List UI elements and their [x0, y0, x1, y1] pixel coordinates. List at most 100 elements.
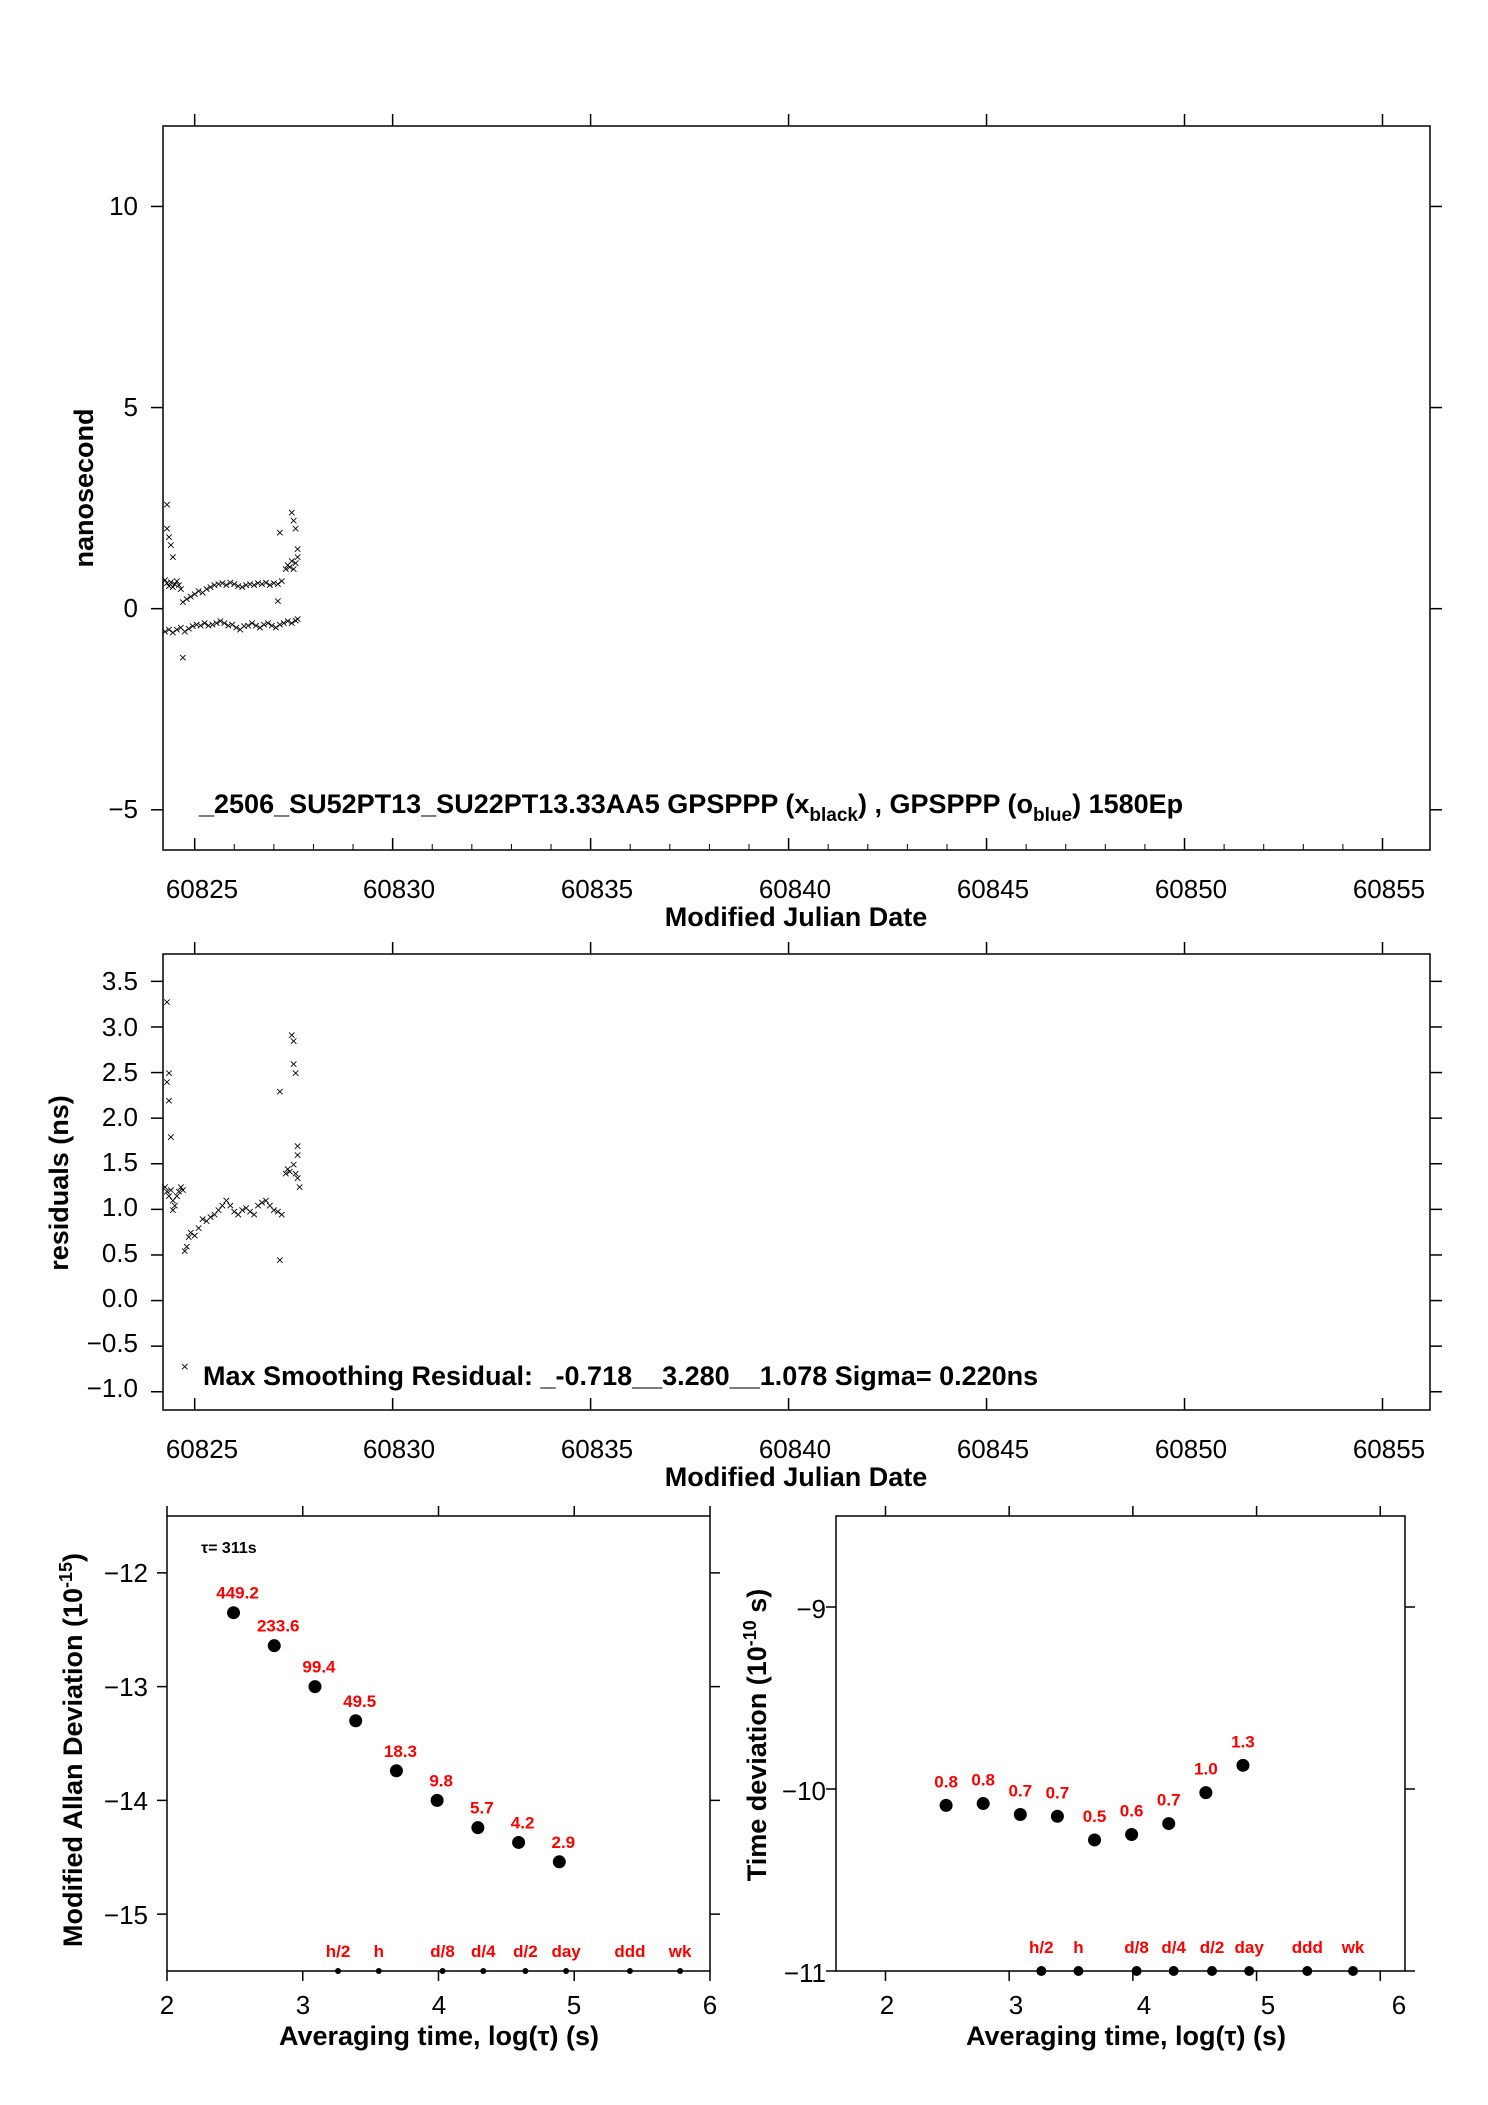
mdev-time-mark-label: d/8 [430, 1942, 455, 1961]
tdev-time-mark-label: d/4 [1161, 1938, 1186, 1957]
phase-y-tick-label: −5 [108, 794, 138, 824]
phase-point-black: × [178, 651, 187, 664]
phase-point-blue: × [200, 617, 209, 630]
phase-point-black: × [242, 579, 251, 592]
phase-point-blue: × [184, 622, 193, 635]
phase-y-tick-labels: −5 0 5 10 [108, 191, 138, 824]
residuals-x-tick-label: 60830 [363, 1434, 435, 1464]
residual-point: × [170, 1199, 179, 1212]
tdev-point-label: 0.7 [1157, 1791, 1181, 1810]
mdev-time-mark [563, 1968, 570, 1974]
phase-point-black: × [253, 577, 262, 590]
tdev-time-mark-label: h [1073, 1938, 1083, 1957]
residual-point: × [180, 1360, 189, 1373]
mdev-x-axis-title: Averaging time, log(τ) (s) [279, 2021, 599, 2051]
phase-point-blue: × [188, 620, 197, 633]
phase-point-black: × [168, 581, 177, 594]
tdev-time-mark-label: d/8 [1124, 1938, 1149, 1957]
phase-point-blue: × [279, 617, 288, 630]
mdev-point [471, 1821, 485, 1835]
residual-point: × [289, 1035, 298, 1048]
phase-point-blue: × [255, 621, 264, 634]
residual-point: × [166, 1130, 175, 1143]
residuals-data-points: ××××××××××××××××××××××××××××××××××××××××… [160, 995, 304, 1373]
residual-point: × [226, 1199, 235, 1212]
tdev-point [1199, 1786, 1213, 1800]
residual-point: × [172, 1190, 181, 1203]
residual-point: × [291, 1167, 300, 1180]
tdev-x-tick-label: 3 [1009, 1990, 1023, 2020]
phase-point-black: × [291, 556, 300, 569]
tdev-time-mark-label: wk [1341, 1938, 1365, 1957]
residual-point: × [287, 1028, 296, 1041]
mdev-point-label: 4.2 [511, 1813, 535, 1832]
residual-point: × [164, 1067, 173, 1080]
mdev-x-tick-label: 6 [703, 1990, 717, 2020]
mdev-time-mark [626, 1968, 633, 1974]
mdev-panel: 2 3 4 5 6 −12 −13 −14 −15 Averaging time… [56, 1506, 720, 2051]
mdev-y-tick-label: −12 [104, 1558, 148, 1588]
phase-point-blue: × [236, 623, 245, 636]
residuals-axis-ticks [151, 942, 1442, 1410]
tdev-time-mark [1073, 1966, 1084, 1976]
mdev-time-mark [677, 1968, 684, 1974]
phase-point-black: × [202, 583, 211, 596]
phase-point-black: × [289, 514, 298, 527]
phase-point-black: × [164, 579, 173, 592]
residuals-y-tick-label: 0.0 [102, 1283, 138, 1313]
phase-point-blue: × [216, 615, 225, 628]
phase-point-black: × [186, 590, 195, 603]
tdev-y-tick-labels: −9 −10 −11 [782, 1594, 826, 1988]
residual-point: × [242, 1202, 251, 1215]
tdev-y-tick-label: −9 [796, 1594, 826, 1624]
tdev-point-label: 1.3 [1231, 1732, 1255, 1751]
phase-x-tick-label: 60840 [759, 874, 831, 904]
mdev-time-mark-label: h/2 [326, 1942, 351, 1961]
phase-point-blue: × [247, 617, 256, 630]
phase-point-black: × [269, 577, 278, 590]
tdev-point [1125, 1828, 1139, 1841]
phase-point-blue: × [208, 618, 217, 631]
residuals-y-tick-label: 2.0 [102, 1102, 138, 1132]
residuals-x-tick-label: 60840 [759, 1434, 831, 1464]
tdev-time-mark [1168, 1966, 1179, 1976]
tdev-point [939, 1798, 953, 1812]
residual-point: × [295, 1181, 304, 1194]
tdev-y-tick-label: −11 [784, 1958, 826, 1988]
residuals-y-tick-labels: −1.0 −0.5 0.0 0.5 1.0 1.5 2.0 2.5 3.0 3.… [87, 966, 138, 1403]
residual-point: × [293, 1171, 302, 1184]
phase-point-blue: × [160, 625, 169, 638]
tdev-x-tick-labels: 2 3 4 5 6 [880, 1990, 1406, 2020]
phase-point-black: × [172, 575, 181, 588]
phase-point-black: × [289, 562, 298, 575]
mdev-x-tick-labels: 2 3 4 5 6 [160, 1990, 717, 2020]
phase-x-tick-labels: 60825 60830 60835 60840 60845 60850 6085… [166, 874, 1425, 904]
phase-x-tick-label: 60850 [1155, 874, 1227, 904]
tdev-time-mark [1131, 1966, 1142, 1976]
residual-point: × [275, 1085, 284, 1098]
phase-point-black: × [206, 581, 215, 594]
residual-point: × [245, 1205, 254, 1218]
tdev-y-axis-title: Time deviation (10-10 s) [740, 1589, 772, 1882]
phase-point-black: × [174, 579, 183, 592]
tdev-point-label: 0.7 [1046, 1783, 1070, 1802]
phase-point-blue: × [244, 619, 253, 632]
phase-point-black: × [230, 578, 239, 591]
mdev-time-mark-label: day [551, 1942, 581, 1961]
residual-point: × [168, 1203, 177, 1216]
tdev-x-tick-label: 5 [1261, 1990, 1275, 2020]
mdev-y-tick-label: −14 [104, 1786, 148, 1816]
phase-point-black: × [285, 560, 294, 573]
mdev-point [227, 1606, 241, 1620]
phase-point-blue: × [271, 621, 280, 634]
tdev-time-marks: h/2 h d/8 d/4 d/2 day ddd wk [1029, 1938, 1365, 1976]
phase-point-black: × [166, 538, 175, 551]
phase-point-black: × [277, 575, 286, 588]
mdev-point [349, 1714, 363, 1728]
phase-plot-frame [162, 125, 1431, 851]
mdev-point-label: 5.7 [470, 1799, 494, 1818]
mdev-point [430, 1793, 444, 1807]
residual-point: × [218, 1199, 227, 1212]
residual-point: × [162, 995, 171, 1008]
phase-point-black: × [226, 576, 235, 589]
